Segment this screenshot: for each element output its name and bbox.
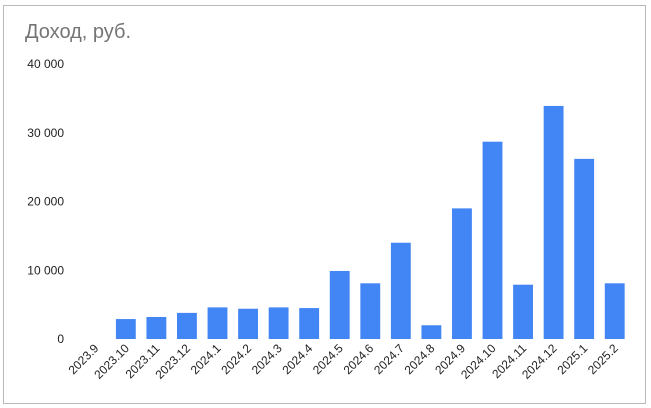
bar [238, 308, 258, 339]
y-tick-label: 20 000 [27, 195, 64, 209]
bar [268, 307, 289, 340]
y-tick-label: 0 [57, 332, 64, 346]
x-tick-label: 2024.4 [279, 341, 315, 377]
x-tick-label: 2025.1 [554, 341, 590, 377]
y-tick-label: 40 000 [27, 57, 64, 71]
bar [543, 105, 564, 339]
x-tick-label: 2024.5 [310, 341, 346, 377]
bar [604, 283, 625, 339]
bars [115, 105, 625, 340]
bar [452, 208, 472, 340]
bar [513, 284, 533, 339]
bar [574, 158, 595, 340]
x-tick-label: 2024.3 [249, 341, 285, 377]
x-axis: 2023.92023.102023.112023.122024.12024.22… [66, 341, 622, 382]
bar [360, 283, 381, 339]
y-axis: 0 10 000 20 000 30 000 40 000 [27, 57, 64, 346]
bar [115, 319, 136, 339]
bar [390, 242, 411, 339]
x-tick-label: 2024.7 [371, 341, 407, 377]
bar [421, 325, 442, 339]
chart-frame [3, 5, 646, 404]
bar [177, 312, 197, 340]
chart-title: Доход, руб. [25, 21, 132, 43]
y-tick-label: 30 000 [27, 126, 64, 140]
bar [207, 307, 228, 340]
x-tick-label: 2024.1 [188, 341, 224, 377]
x-tick-label: 2024.8 [402, 341, 438, 377]
x-tick-label: 2025.2 [585, 341, 621, 377]
bar [329, 270, 350, 339]
bar [482, 141, 503, 339]
x-tick-label: 2024.2 [218, 341, 254, 377]
x-tick-label: 2024.6 [341, 341, 377, 377]
x-tick-label: 2024.12 [519, 341, 560, 382]
bar [299, 308, 320, 339]
x-tick-label: 2023.12 [152, 341, 193, 382]
bar [146, 317, 167, 339]
y-tick-label: 10 000 [27, 263, 64, 277]
